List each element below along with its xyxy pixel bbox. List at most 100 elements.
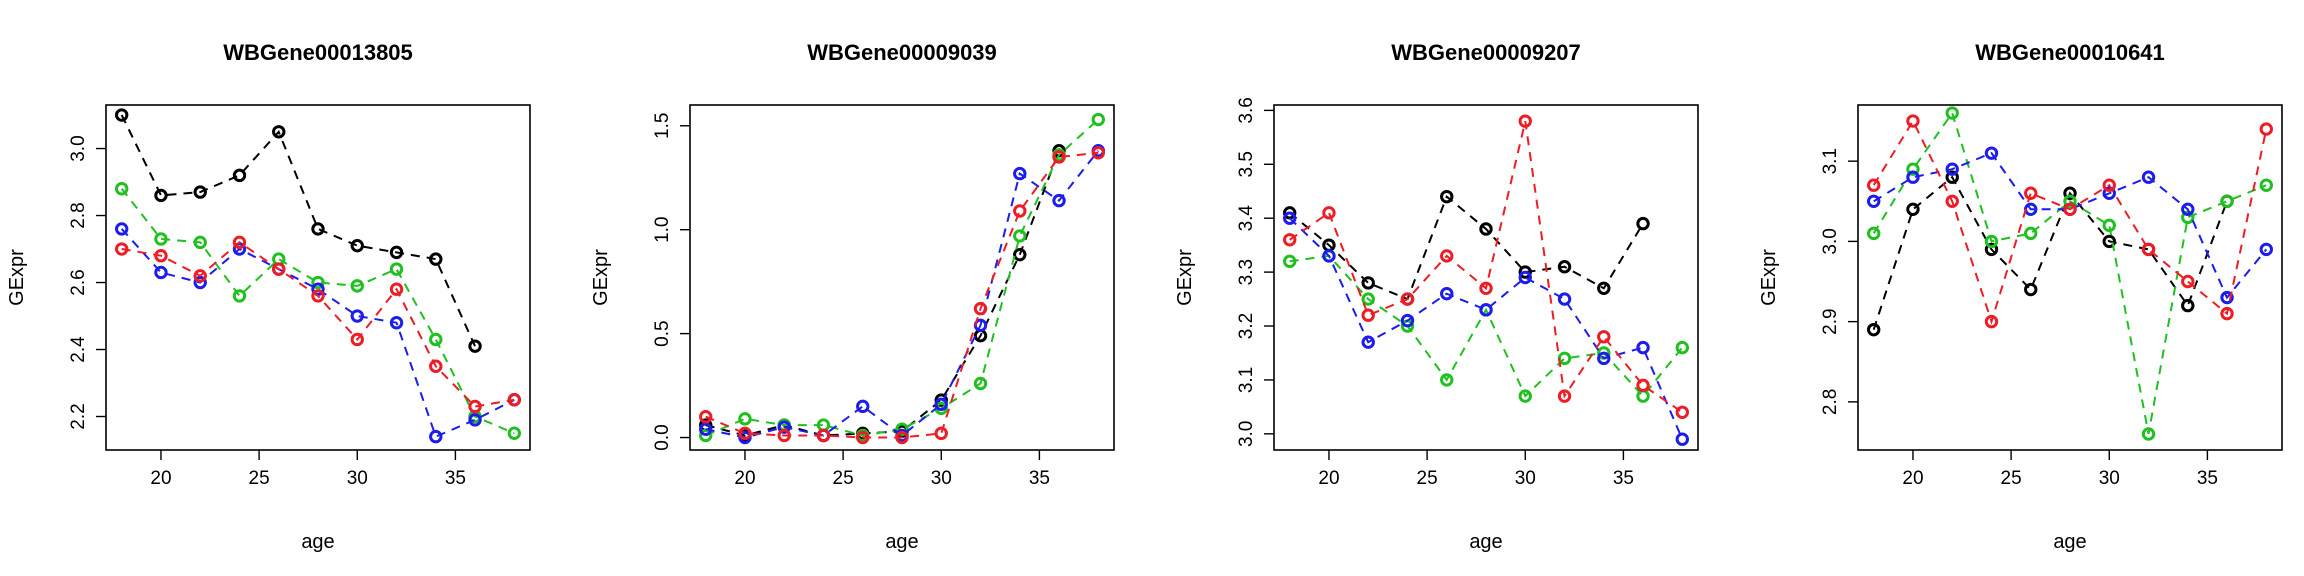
data-point [1557,292,1572,306]
data-point [2181,210,2195,225]
x-tick-label: 35 [2197,468,2218,489]
y-tick-label: 2.9 [1820,308,1841,334]
data-point [2063,202,2077,217]
data-point [699,422,713,436]
data-point [1091,146,1105,160]
data-point [2259,178,2273,192]
data-point [389,282,404,296]
x-tick-label: 35 [1029,468,1050,489]
data-point [193,269,207,283]
data-point [2063,194,2077,208]
data-point [1518,389,1532,403]
data-point [1984,314,1999,329]
data-point [1479,222,1493,236]
x-tick-label: 30 [347,468,368,489]
data-point [232,242,247,256]
data-point [1636,216,1650,231]
x-axis-label: age [1469,531,1502,553]
data-point [429,429,443,444]
data-point [2141,170,2156,184]
data-point [1945,162,1959,176]
data-point [1984,234,1999,249]
x-tick-label: 35 [1613,468,1634,489]
series-red [699,146,1105,445]
data-point [895,430,909,445]
data-point [1597,351,1611,366]
data-point [1361,308,1375,322]
data-point [272,125,286,139]
data-point [895,422,909,436]
data-point [1400,313,1415,328]
x-axis-label: age [885,531,918,553]
chart-panel-1: WBGene00013805 20 25 30 35 2.2 2.4 2.6 2.8 3.0 age… [6,40,531,553]
y-tick-label: 1.0 [652,216,673,242]
data-point [2063,186,2077,200]
data-point [507,393,521,407]
series-line [120,228,515,438]
series-line [1872,118,2268,325]
y-tick-label: 1.5 [652,113,673,139]
data-point [1479,281,1493,295]
x-tick-label: 20 [1318,468,1339,489]
data-point [1636,389,1650,403]
y-tick-label: 3.1 [1820,148,1841,174]
data-point [1479,303,1493,317]
data-point [1557,260,1572,274]
data-point [1636,340,1650,355]
data-point [115,108,129,122]
data-point [1597,281,1611,295]
data-point [2102,218,2116,233]
data-point [350,332,364,347]
series-line [1289,217,1684,440]
data-point [232,235,247,250]
x-tick-label: 20 [734,468,755,489]
series-black [699,144,1066,443]
data-point [2220,306,2234,321]
x-tick-label: 20 [150,468,171,489]
data-point [350,309,364,323]
y-tick-label: 3.1 [1236,367,1257,393]
data-point [154,188,168,203]
series-line [705,150,1100,439]
data-point [1597,330,1611,344]
data-point [1322,249,1336,263]
y-axis-label: GExpr [6,249,28,306]
y-tick-label: 3.3 [1236,259,1257,285]
series-red [115,235,521,414]
data-point [973,301,988,316]
y-tick-label: 3.2 [1236,313,1257,339]
data-point [1361,292,1375,306]
series-line [705,151,1099,439]
y-tick-label: 3.6 [1236,97,1257,123]
data-point [115,242,129,256]
data-point [1013,247,1027,262]
x-tick-label: 20 [1902,468,1923,489]
data-point [738,412,752,426]
series-line [121,241,515,408]
data-point [1322,206,1336,220]
data-point [350,238,364,253]
data-point [2102,234,2116,249]
data-point [1867,322,1881,337]
data-point [1361,276,1375,290]
data-point [1283,233,1297,247]
data-point [1518,114,1532,128]
data-point [2220,290,2234,305]
data-point [193,235,207,250]
y-tick-label: 3.0 [1820,228,1841,254]
data-point [154,232,168,246]
chart-panel-4: WBGene00010641 20 25 30 35 2.8 2.9 3.0 3.1 age GEx… [1758,40,2283,553]
data-point [311,289,325,303]
series-line [1872,175,2228,331]
series-black [115,108,482,353]
x-tick-label: 25 [249,468,270,489]
series-blue [1867,146,2273,305]
y-tick-label: 2.4 [68,336,89,363]
data-point [1440,373,1454,387]
data-point [2024,226,2038,241]
series-line [705,150,1060,437]
x-tick-label: 25 [833,468,854,489]
data-point [193,275,207,290]
y-tick-label: 3.0 [1236,421,1257,447]
chart-title: WBGene00009039 [807,40,997,65]
